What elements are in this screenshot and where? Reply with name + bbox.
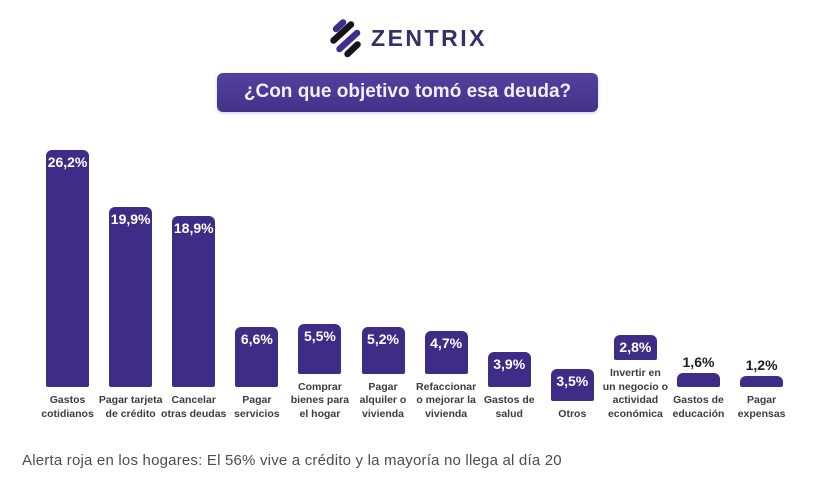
bar-value-label: 19,9% [110, 211, 151, 228]
bar: 5,5% [298, 323, 342, 374]
bar-column: 3,9% Gastos de salud [478, 147, 541, 421]
bar-category-label: Pagar expensas [737, 394, 786, 420]
bar-value-label: 1,2% [745, 357, 778, 374]
footer-headline: Alerta roja en los hogares: El 56% vive … [22, 452, 562, 469]
bar-column: 26,2% Gastos cotidianos [36, 147, 99, 421]
bar-value-label: 2,8% [619, 339, 652, 355]
bar-chart: 26,2% Gastos cotidianos 19,9% Pagar tarjeta… [36, 120, 793, 422]
bar-value-label: 3,9% [493, 356, 526, 373]
bar-category-label: Gastos de educación [672, 394, 725, 420]
bar-value-label: 5,2% [367, 330, 399, 347]
bar [740, 376, 784, 388]
chart-title-banner: ¿Con que objetivo tomó esa deuda? [216, 73, 599, 112]
bar-category-label: Cancelar otras deudas [161, 394, 227, 420]
bar-category-label: Pagar servicios [234, 394, 280, 420]
bar-value-label: 4,7% [430, 334, 463, 351]
bar-value-label: 1,6% [682, 354, 715, 371]
bar-value-label: 26,2% [47, 154, 88, 171]
bar-column: 4,7% Refaccionar o mejorar la vivienda [415, 134, 478, 422]
bar-column: 2,8% Invertir en un negocio o actividad e… [602, 120, 669, 422]
bar-category-label: Pagar tarjeta de crédito [98, 394, 163, 420]
bar-column: 18,9% Cancelar otras deudas [161, 147, 227, 421]
bar-column: 3,5% Otros [541, 161, 604, 422]
bar-category-label: Invertir en un negocio o actividad econó… [602, 367, 669, 420]
bar-category-label: Pagar alquiler o vivienda [359, 380, 407, 420]
bar-column: 19,9% Pagar tarjeta de crédito [99, 147, 162, 421]
zentrix-logo-icon [330, 19, 361, 58]
bar: 4,7% [424, 330, 468, 374]
bar-value-label: 3,5% [556, 372, 589, 389]
bar-category-label: Otros [558, 407, 587, 420]
bar: 3,9% [487, 352, 531, 388]
bar-column: 6,6% Pagar servicios [225, 147, 288, 421]
bar-column: 1,2% Pagar expensas [730, 147, 793, 421]
bar-value-label: 18,9% [173, 220, 214, 237]
bar-column: 5,5% Comprar bienes para el hogar [288, 134, 351, 422]
bar: 5,2% [361, 326, 405, 374]
bar-category-label: Gastos de salud [483, 394, 535, 420]
bar-value-label: 6,6% [240, 331, 273, 348]
bar-value-label: 5,5% [303, 327, 336, 344]
bar-category-label: Gastos cotidianos [41, 394, 94, 420]
logo: ZENTRIX [0, 0, 815, 60]
logo-text: ZENTRIX [371, 24, 487, 51]
bar-column: 5,2% Pagar alquiler o vivienda [351, 134, 414, 422]
bar: 2,8% [613, 335, 657, 360]
bar: 26,2% [46, 150, 90, 388]
bar: 19,9% [109, 207, 153, 388]
bar [676, 373, 720, 388]
bar: 6,6% [235, 327, 279, 388]
bar: 18,9% [172, 216, 216, 388]
bar-category-label: Comprar bienes para el hogar [290, 380, 350, 420]
bar: 3,5% [550, 368, 594, 401]
bar-category-label: Refaccionar o mejorar la vivienda [416, 380, 477, 420]
bar-column: 1,6% Gastos de educación [667, 147, 730, 421]
